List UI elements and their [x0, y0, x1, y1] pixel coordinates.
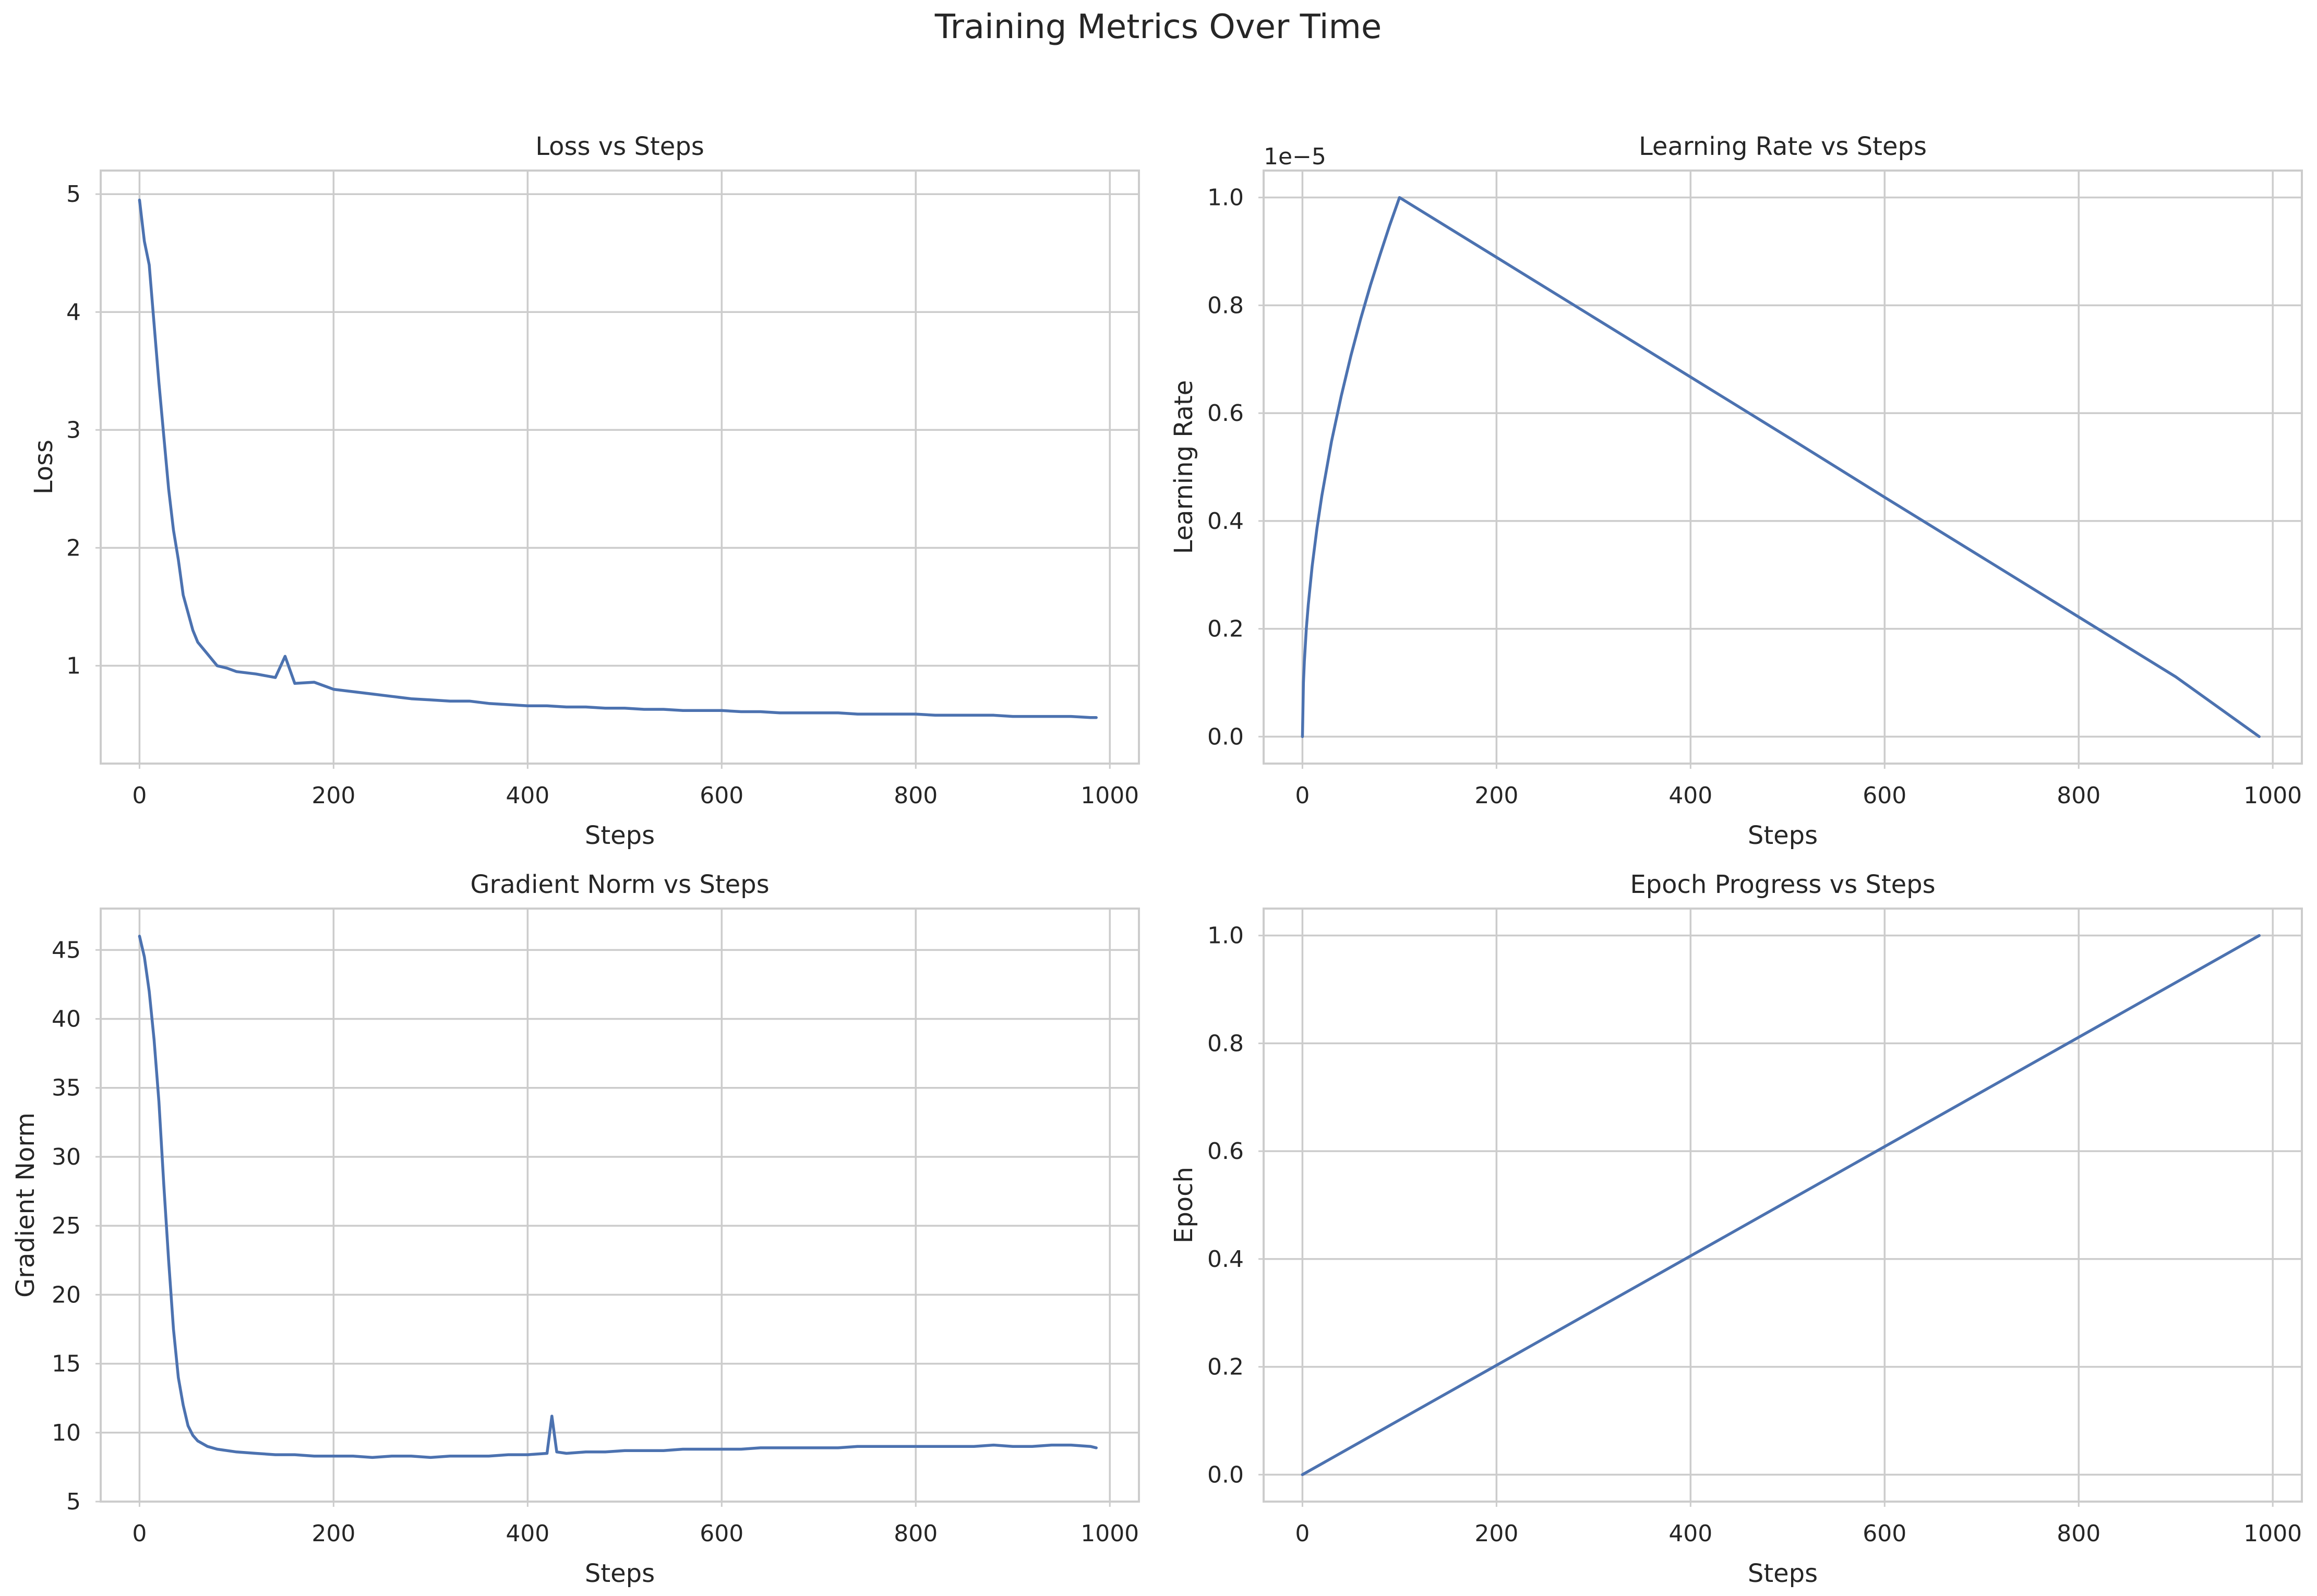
loss-y-tick-label: 3	[66, 417, 81, 443]
learning-rate-y-axis-label: Learning Rate	[1169, 380, 1198, 554]
loss-plot-frame	[100, 170, 1140, 765]
epoch-progress-y-tick-label: 0.8	[1207, 1030, 1244, 1057]
gradient-norm-y-tick-label: 10	[52, 1420, 81, 1446]
epoch-progress-x-tick-label: 200	[1474, 1520, 1518, 1547]
epoch-progress-y-tick-label: 0.0	[1207, 1461, 1244, 1488]
gradient-norm-y-tick-label: 30	[52, 1144, 81, 1170]
learning-rate-x-tick-label: 200	[1474, 782, 1518, 809]
gradient-norm-y-tick-label: 15	[52, 1351, 81, 1377]
gradient-norm-plot-frame	[100, 908, 1140, 1503]
loss-x-tick-label: 0	[132, 782, 147, 809]
epoch-progress-x-tick-label: 600	[1863, 1520, 1906, 1547]
figure-title: Training Metrics Over Time	[934, 8, 1382, 46]
learning-rate-x-axis-label: Steps	[1748, 821, 1818, 850]
epoch-progress-y-tick-label: 0.2	[1207, 1354, 1244, 1381]
learning-rate-x-tick-label: 800	[2057, 782, 2100, 809]
epoch-progress-y-tick-label: 0.6	[1207, 1138, 1244, 1165]
gradient-norm-y-tick-label: 25	[52, 1213, 81, 1239]
gradient-norm-x-tick-label: 600	[700, 1520, 743, 1547]
gradient-norm-x-tick-label: 0	[132, 1520, 147, 1547]
gradient-norm-chart: 0 200 400 600 800 1000 5 10 15 20 25 30 35 40 45 Gradie…	[11, 870, 1140, 1588]
learning-rate-x-tick-label: 400	[1668, 782, 1712, 809]
learning-rate-x-tick-label: 0	[1295, 782, 1310, 809]
learning-rate-chart-title: Learning Rate vs Steps	[1639, 132, 1927, 161]
loss-y-tick-label: 1	[66, 652, 81, 679]
gradient-norm-chart-title: Gradient Norm vs Steps	[470, 870, 769, 899]
learning-rate-y-tick-label: 0.2	[1207, 616, 1244, 643]
gradient-norm-series-line	[138, 935, 1098, 1459]
loss-chart-title: Loss vs Steps	[535, 132, 704, 161]
epoch-progress-x-tick-label: 400	[1668, 1520, 1712, 1547]
gradient-norm-x-tick-label: 400	[506, 1520, 549, 1547]
gradient-norm-y-tick-label: 45	[52, 937, 81, 963]
gradient-norm-y-tick-label: 35	[52, 1075, 81, 1102]
learning-rate-series-line	[1301, 196, 2261, 739]
gradient-norm-x-tick-label: 1000	[1081, 1520, 1139, 1547]
loss-x-tick-label: 1000	[1081, 782, 1139, 809]
gradient-norm-x-axis-label: Steps	[585, 1559, 655, 1588]
epoch-progress-chart: 0 200 400 600 800 1000 0.0 0.2 0.4 0.6 0.8 1.0 Epoch…	[1169, 870, 2303, 1588]
learning-rate-chart: 0 200 400 600 800 1000 0.0 0.2 0.4 0.6 0.8 1.0 Learn…	[1169, 132, 2303, 850]
loss-x-axis-label: Steps	[585, 821, 655, 850]
epoch-progress-x-tick-label: 800	[2057, 1520, 2100, 1547]
loss-x-tick-label: 200	[311, 782, 355, 809]
loss-y-tick-label: 5	[66, 181, 81, 208]
learning-rate-y-tick-label: 1.0	[1207, 185, 1244, 211]
gradient-norm-y-axis-label: Gradient Norm	[11, 1113, 40, 1298]
epoch-progress-plot-frame	[1263, 908, 2303, 1503]
gradient-norm-y-tick-label: 20	[52, 1281, 81, 1308]
epoch-progress-y-tick-label: 1.0	[1207, 923, 1244, 949]
learning-rate-plot-frame	[1263, 170, 2303, 765]
gradient-norm-x-tick-label: 200	[311, 1520, 355, 1547]
epoch-progress-chart-title: Epoch Progress vs Steps	[1630, 870, 1935, 899]
loss-series-line	[138, 198, 1098, 719]
loss-y-tick-label: 2	[66, 535, 81, 561]
loss-x-tick-label: 800	[894, 782, 938, 809]
epoch-progress-y-tick-label: 0.4	[1207, 1246, 1244, 1273]
learning-rate-x-tick-label: 600	[1863, 782, 1906, 809]
learning-rate-y-tick-label: 0.0	[1207, 723, 1244, 750]
gradient-norm-y-tick-label: 40	[52, 1006, 81, 1033]
gradient-norm-x-tick-label: 800	[894, 1520, 938, 1547]
learning-rate-y-tick-label: 0.8	[1207, 292, 1244, 319]
learning-rate-axis-offset-label: 1e−5	[1264, 143, 1326, 170]
epoch-progress-series-line	[1301, 934, 2261, 1477]
learning-rate-y-tick-label: 0.4	[1207, 508, 1244, 535]
learning-rate-x-tick-label: 1000	[2243, 782, 2302, 809]
loss-y-axis-label: Loss	[29, 440, 58, 494]
loss-y-tick-label: 4	[66, 299, 81, 325]
loss-x-tick-label: 600	[700, 782, 743, 809]
learning-rate-y-tick-label: 0.6	[1207, 400, 1244, 427]
loss-x-tick-label: 400	[506, 782, 549, 809]
loss-chart: 0 200 400 600 800 1000 1 2 3 4 5 Loss vs Steps Steps…	[29, 132, 1140, 850]
gradient-norm-y-tick-label: 5	[66, 1489, 81, 1515]
epoch-progress-x-axis-label: Steps	[1748, 1559, 1818, 1588]
epoch-progress-x-tick-label: 1000	[2243, 1520, 2302, 1547]
epoch-progress-y-axis-label: Epoch	[1169, 1167, 1198, 1243]
epoch-progress-x-tick-label: 0	[1295, 1520, 1310, 1547]
